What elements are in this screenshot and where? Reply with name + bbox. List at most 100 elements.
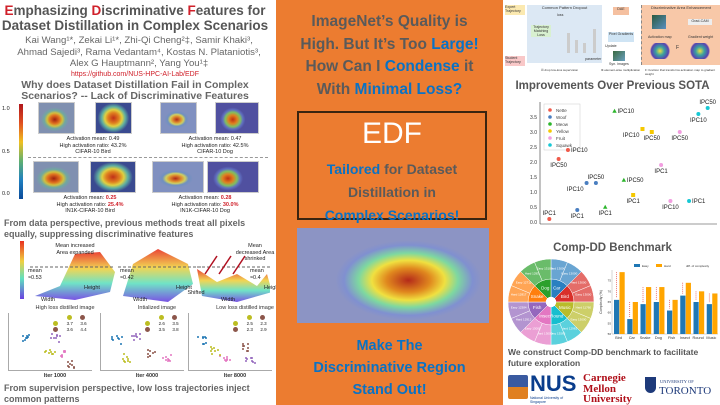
legend-marker [548, 129, 552, 133]
bar-easy [614, 299, 620, 334]
scatter-point [133, 338, 136, 341]
stat-label: Activation mean: [178, 195, 221, 201]
subset-label: Hard 13000 [571, 281, 587, 285]
data-point [547, 217, 552, 221]
nus-crest-icon [508, 375, 528, 399]
scatter-point [135, 335, 138, 338]
scatter-point [71, 364, 74, 367]
tagline: Make The Discriminative Region Stand Out! [276, 335, 503, 401]
data-point [593, 181, 598, 185]
scatter-point [226, 358, 229, 361]
scatter-point [241, 343, 244, 346]
data-point [556, 157, 561, 161]
stat-label: High activation ratio: [59, 142, 111, 149]
function-f-label: F [676, 45, 680, 51]
scatter-point [214, 349, 217, 352]
shift-arrow [232, 255, 246, 275]
scatter-point [68, 362, 71, 365]
subset-label: Hard 12912 [516, 317, 532, 321]
bar-hard [632, 302, 638, 334]
scatter-point [151, 351, 154, 354]
title-part: D [91, 3, 102, 18]
y-tick-label: 1.5 [530, 175, 537, 181]
embedding-scatter-plot: 3.7 3.6 3.6 4.4 [8, 313, 92, 371]
scatter-point [66, 365, 69, 368]
data-point [696, 112, 701, 116]
title-part: F [187, 3, 196, 18]
scatter-point [126, 359, 129, 362]
surface [35, 252, 115, 300]
y-tick-label: 2.0 [530, 160, 537, 166]
scatter-point [244, 359, 247, 362]
github-link[interactable]: https://github.com/NUS-HPC-AI-Lab/EDF [71, 71, 199, 78]
matrix-cell: 3.5 [172, 321, 179, 326]
scatter-point [132, 334, 135, 337]
category-label: Bird [561, 294, 569, 299]
scatter-point [197, 336, 200, 339]
scatter-point [249, 356, 252, 359]
data-perspective-caption: From data perspective, previous methods … [4, 218, 246, 239]
section-heading-why: Why does Dataset Distillation Fail in Co… [21, 79, 249, 102]
subset-label: Easy 13108 [537, 267, 553, 271]
legend-label: Meow [556, 122, 569, 127]
category-label: Round [550, 313, 564, 318]
scatter-point [253, 362, 256, 365]
scatter-point [203, 336, 206, 339]
bar-easy [640, 304, 646, 334]
dataset-name: IN1K-CIFAR-10 Dog [180, 208, 230, 214]
tagline-line: Stand Out! [352, 382, 427, 398]
data-point [575, 208, 580, 212]
scatter-point [27, 333, 30, 336]
class-dot-icon [158, 315, 164, 320]
text-fragment: Minimal Loss? [354, 80, 463, 98]
data-label: IPC1 [692, 199, 706, 205]
matrix-cell: 3.5 [158, 327, 165, 332]
distance-matrix: 3.7 3.6 3.6 4.4 [53, 315, 93, 332]
data-point [668, 199, 673, 203]
activation-heatmap-image [160, 102, 197, 134]
y-axis-label: Complexity (%) [599, 290, 603, 314]
matrix-cell: 2.3 [260, 321, 267, 326]
scatter-point [201, 336, 204, 339]
legend-swatch [656, 264, 662, 267]
text-fragment: Complex Scenarios! [324, 207, 460, 223]
subset-label: Hard 12958 [525, 272, 541, 276]
tagline-line: Discriminative Region [313, 360, 466, 376]
subset-label: Easy 12711 [516, 281, 532, 285]
activation-surfaces [20, 241, 270, 302]
legend-swatch [634, 264, 640, 267]
scatter-point [63, 349, 66, 352]
surface-note: Mean increased Area expanded [55, 243, 95, 256]
scatter-point [123, 360, 126, 363]
common-pattern-dropout: Common Pattern Dropout Trajectory Matchi… [527, 5, 602, 63]
matrix-corner [233, 315, 246, 320]
matrix-cell: 2.3 [246, 327, 253, 332]
surface-label: High loss distilled image [35, 305, 95, 311]
matrix-cell: 3.8 [172, 327, 179, 332]
class-dot-icon [233, 327, 238, 332]
scatter-point [217, 348, 220, 351]
class-dot-icon [53, 327, 58, 332]
motivation-question: ImageNet’s Quality is High. But It’s Too … [276, 11, 503, 101]
bar-easy [693, 302, 699, 334]
activation-heatmap-image [207, 161, 259, 193]
class-dot-icon [53, 321, 58, 326]
text-fragment: Distillation in [348, 184, 436, 200]
divider [28, 157, 268, 158]
data-point [565, 148, 570, 152]
category-label: Fish [533, 305, 542, 310]
scatter-point [23, 339, 26, 342]
category-label: Dog [541, 286, 550, 291]
category-label: Car [553, 286, 561, 291]
sota-title: Improvements Over Previous SOTA [515, 80, 710, 92]
scatter-point [50, 333, 53, 336]
y-tick-label: 60 [608, 311, 612, 315]
class-dot-icon [145, 327, 150, 332]
bar-hard [699, 291, 705, 334]
wheel-center [546, 297, 556, 307]
class-dot-icon [172, 315, 178, 320]
nus-logo: NUS [530, 371, 577, 396]
method-diagram: Expert Trajectory Student Trajectory Com… [505, 2, 720, 76]
text-fragment: With [316, 80, 355, 98]
